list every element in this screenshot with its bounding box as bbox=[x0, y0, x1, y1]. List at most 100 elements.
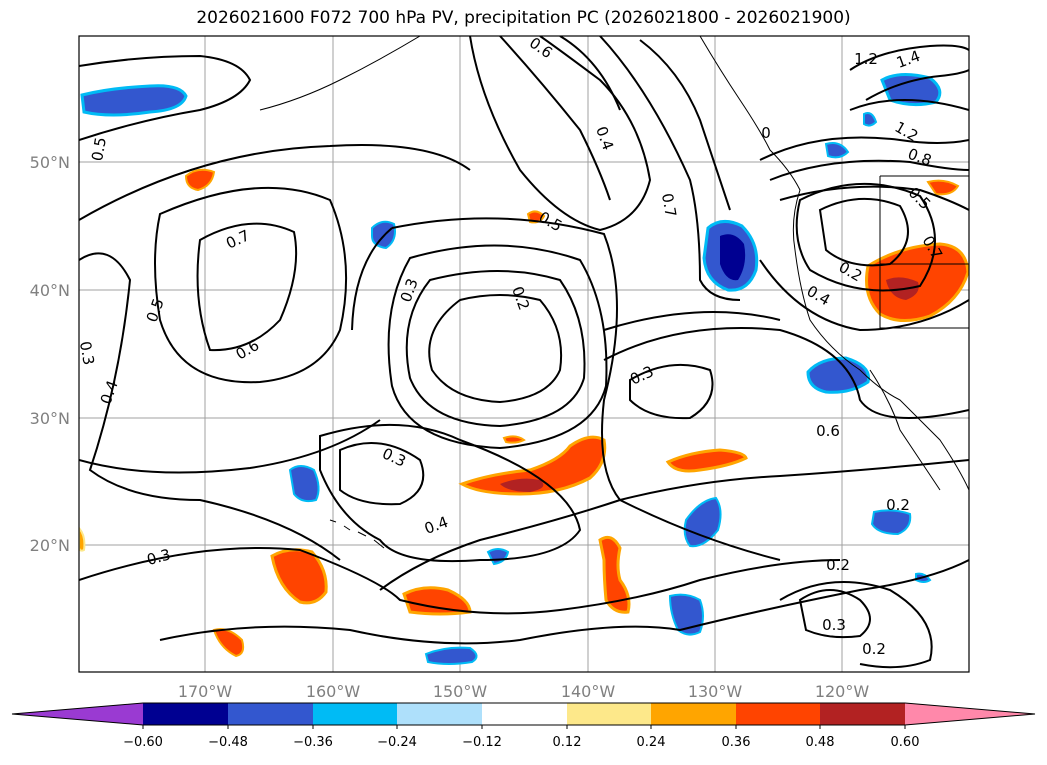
contour-04-south bbox=[379, 459, 969, 591]
lon-label-150w: 150°W bbox=[433, 682, 488, 701]
precip-blob-44n-144w bbox=[526, 210, 546, 224]
state-borders bbox=[879, 175, 969, 329]
contour-07-west bbox=[196, 222, 298, 352]
clabel-24: 0.3 bbox=[145, 545, 173, 569]
precip-blob-25n-142w bbox=[458, 435, 607, 496]
colorbar-segment bbox=[397, 703, 482, 725]
contour-05-west bbox=[79, 144, 471, 474]
contour-04-center bbox=[319, 423, 582, 563]
colorbar-tick-label: −0.24 bbox=[377, 735, 417, 750]
colorbar-ticks bbox=[142, 725, 906, 729]
contour-low-inner bbox=[428, 294, 563, 404]
lon-label-170w: 170°W bbox=[178, 682, 233, 701]
lat-label-50n: 50°N bbox=[30, 153, 70, 172]
clabel-25: 0.6 bbox=[816, 422, 840, 440]
colorbar-segment bbox=[820, 703, 905, 725]
precip-blob-21n-117w bbox=[870, 509, 912, 536]
contour-east-2 bbox=[769, 159, 969, 181]
lon-label-140w: 140°W bbox=[561, 682, 616, 701]
precip-core-25n-142w bbox=[500, 478, 544, 492]
precip-negative-areas bbox=[80, 73, 942, 665]
clabel-2: 1.2 bbox=[854, 50, 878, 68]
lat-label-30n: 30°N bbox=[30, 409, 70, 428]
map-title: 2026021600 F072 700 hPa PV, precipitatio… bbox=[196, 8, 851, 28]
precip-blob-small-2 bbox=[863, 112, 878, 127]
map-frame bbox=[78, 35, 970, 673]
colorbar-tick-label: −0.60 bbox=[123, 735, 163, 750]
precip-blob-nw-canada bbox=[880, 73, 942, 107]
colorbar-tick-label: 0.12 bbox=[553, 735, 582, 750]
contour-north-1 bbox=[469, 36, 652, 232]
contour-03-southeast bbox=[798, 589, 871, 639]
precip-blob-12n-170w bbox=[212, 628, 245, 658]
contour-east-1 bbox=[759, 136, 969, 161]
longitude-labels: 170°W 160°W 150°W 140°W 130°W 120°W bbox=[178, 682, 870, 701]
contour-east-3 bbox=[779, 185, 969, 211]
colorbar: −0.60 −0.48 −0.36 −0.24 −0.12 0.12 0.24 … bbox=[11, 702, 1036, 750]
contour-nw-loop bbox=[849, 99, 969, 111]
precip-blob-48n-116w bbox=[926, 179, 960, 196]
contour-02-south bbox=[159, 559, 969, 645]
clabel-7: 0 bbox=[761, 124, 771, 142]
lon-label-120w: 120°W bbox=[815, 682, 870, 701]
contour-low-03 bbox=[387, 244, 608, 450]
colorbar-tick-label: −0.36 bbox=[293, 735, 333, 750]
clabel-26: 0.2 bbox=[886, 496, 910, 514]
precip-blob-small-canada bbox=[824, 142, 850, 159]
contour-east-loop2 bbox=[795, 183, 936, 292]
lon-label-130w: 130°W bbox=[688, 682, 743, 701]
contour-north-3 bbox=[599, 36, 741, 301]
clabel-20: 0.3 bbox=[76, 340, 98, 367]
precip-blob-26n-133w bbox=[665, 448, 748, 473]
precip-blob-48n-170w bbox=[184, 168, 216, 192]
lat-label-20n: 20°N bbox=[30, 536, 70, 555]
contour-east-4 bbox=[759, 259, 969, 332]
gridlines bbox=[79, 36, 969, 672]
precip-blob-15n-150w bbox=[402, 586, 472, 616]
contour-north-5 bbox=[559, 36, 621, 111]
contour-nw-1 bbox=[79, 54, 252, 141]
contour-north-4 bbox=[639, 39, 731, 211]
latitude-labels: 50°N 40°N 30°N 20°N bbox=[30, 153, 70, 555]
contour-03-south bbox=[79, 547, 841, 615]
precip-blob-33n-123w bbox=[806, 356, 871, 394]
colorbar-segment bbox=[228, 703, 313, 725]
map-panel: 0.6 1.2 1.4 0.5 0.4 0.7 0 1.2 0.8 0.5 0.… bbox=[76, 36, 969, 672]
clabel-29: 0.2 bbox=[862, 640, 886, 658]
precip-core-offshore-42n bbox=[720, 234, 746, 281]
colorbar-tick-label: 0.36 bbox=[722, 735, 751, 750]
contour-low-04 bbox=[351, 217, 781, 561]
clabel-27: 0.2 bbox=[826, 556, 850, 574]
contour-low-02 bbox=[405, 270, 586, 428]
pv-contours bbox=[79, 36, 969, 669]
lon-label-160w: 160°W bbox=[306, 682, 361, 701]
coastlines bbox=[259, 36, 969, 549]
colorbar-segment bbox=[313, 703, 397, 725]
colorbar-segment bbox=[143, 703, 228, 725]
colorbar-tick-label: −0.48 bbox=[208, 735, 248, 750]
colorbar-tick-label: 0.60 bbox=[891, 735, 920, 750]
precip-blob-24n-160w bbox=[288, 465, 320, 503]
precip-blob-14n-132w bbox=[668, 593, 704, 636]
contour-03-center bbox=[339, 441, 425, 506]
colorbar-tick-label: −0.12 bbox=[462, 735, 502, 750]
colorbar-segment bbox=[482, 703, 567, 725]
contour-east-loop bbox=[818, 197, 909, 267]
precip-blob-21n-130w bbox=[683, 496, 722, 548]
coastline-baja bbox=[869, 369, 941, 491]
contour-12-ne bbox=[849, 44, 969, 71]
clabel-6: 0.7 bbox=[658, 192, 680, 219]
precip-blob-10n-149w bbox=[424, 646, 478, 665]
colorbar-right-extend bbox=[905, 703, 1035, 725]
colorbar-left-extend bbox=[12, 703, 143, 725]
colorbar-segment bbox=[651, 703, 736, 725]
colorbar-tick-label: 0.48 bbox=[806, 735, 835, 750]
hawaii-islands bbox=[329, 519, 385, 549]
colorbar-segment bbox=[736, 703, 820, 725]
contour-04-west bbox=[79, 252, 341, 561]
coastline-alaska bbox=[259, 36, 421, 111]
contour-05-east bbox=[603, 311, 781, 331]
contour-14-ne bbox=[865, 69, 969, 101]
precip-blob-nw bbox=[80, 84, 188, 117]
